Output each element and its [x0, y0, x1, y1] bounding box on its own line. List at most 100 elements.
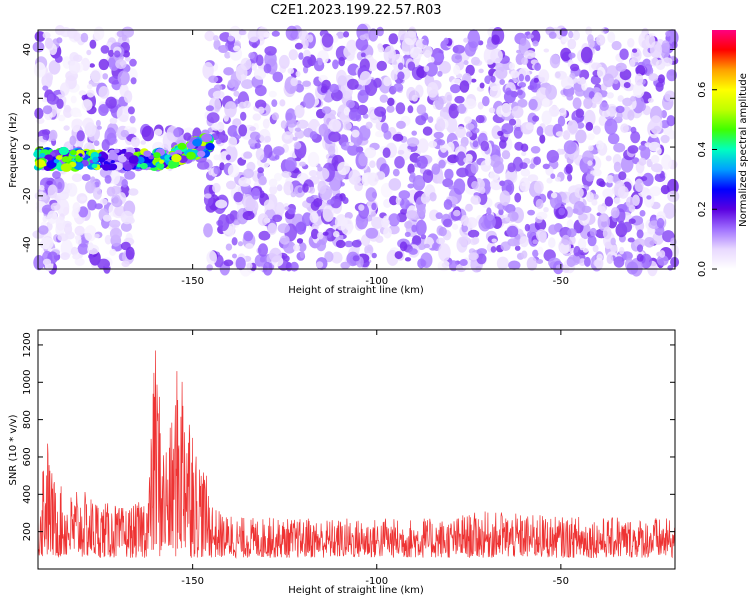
heatmap-cell — [519, 236, 529, 248]
heatmap-cell — [324, 251, 334, 263]
heatmap-cell — [68, 60, 81, 74]
heatmap-cell — [545, 84, 557, 100]
heatmap-cell — [71, 173, 83, 183]
heatmap-cell — [87, 199, 97, 211]
heatmap-cell — [510, 70, 519, 79]
heatmap-cell — [490, 246, 497, 253]
heatmap-cell — [342, 121, 352, 131]
heatmap-cell — [258, 230, 271, 241]
heatmap-cell — [329, 176, 341, 192]
heatmap-cell — [129, 115, 136, 124]
heatmap-cell — [110, 169, 121, 185]
heatmap-cell — [644, 142, 652, 148]
heatmap-cell — [565, 163, 573, 174]
heatmap-cell — [56, 37, 63, 44]
heatmap-cell — [257, 213, 269, 226]
heatmap-cell — [205, 105, 214, 112]
heatmap-cell — [651, 163, 663, 173]
heatmap-cell — [434, 96, 444, 111]
heatmap-cell — [427, 56, 435, 64]
heatmap-cell — [516, 49, 522, 54]
heatmap-cell — [396, 120, 406, 129]
heatmap-cell — [573, 201, 586, 215]
heatmap-cell — [514, 192, 522, 203]
heatmap-cell — [444, 168, 454, 180]
heatmap-cell — [240, 111, 247, 121]
snr-x-axis-label: Height of straight line (km) — [288, 585, 424, 596]
snr-y-tick-label: 600 — [22, 447, 33, 466]
snr-y-axis-label: SNR (10 * v/v) — [8, 414, 19, 485]
heatmap-cell — [79, 196, 86, 202]
heatmap-cell — [55, 216, 66, 231]
heatmap-cell — [619, 246, 625, 255]
heatmap-cell — [109, 227, 123, 240]
heatmap-cell — [646, 158, 653, 168]
heatmap-cell — [72, 54, 83, 63]
heatmap-cell — [93, 140, 100, 147]
heatmap-cell — [232, 253, 237, 259]
heatmap-cell — [235, 256, 246, 271]
heatmap-ridge-cell — [140, 162, 148, 170]
heatmap-cell — [381, 122, 389, 133]
heatmap-cell — [447, 154, 459, 164]
heatmap-cell — [634, 178, 644, 192]
heatmap-cell — [269, 247, 282, 263]
heatmap-cell — [286, 261, 292, 268]
heatmap-cell — [597, 66, 606, 79]
heatmap-cell — [50, 202, 61, 211]
heatmap-cell — [536, 259, 544, 264]
heatmap-cell — [70, 95, 77, 104]
heatmap-cell — [476, 248, 487, 256]
heatmap-cell — [233, 90, 240, 97]
heatmap-cell — [479, 186, 486, 194]
heatmap-cell — [84, 122, 97, 138]
heatmap-cell — [213, 154, 220, 161]
heatmap-cell — [109, 219, 121, 228]
heatmap-cell — [327, 145, 336, 156]
heatmap-cell — [472, 236, 480, 245]
heatmap-cell — [122, 50, 130, 58]
heatmap-cell — [524, 223, 531, 232]
heatmap-cell — [46, 180, 53, 186]
heatmap-cell — [213, 35, 219, 42]
heatmap-cell — [258, 176, 267, 186]
heatmap-ridge-cell — [61, 156, 70, 163]
heatmap-cell — [243, 168, 254, 179]
heatmap-y-tick-label: -40 — [22, 236, 33, 252]
heatmap-cell — [519, 177, 531, 193]
heatmap-cell — [330, 195, 342, 209]
heatmap-cell — [355, 37, 369, 51]
heatmap-cell — [295, 71, 301, 77]
heatmap-cell — [294, 42, 303, 50]
heatmap-cell — [655, 81, 664, 92]
heatmap-cell — [280, 120, 287, 129]
heatmap-cell — [81, 174, 91, 181]
heatmap-cell — [294, 129, 305, 139]
heatmap-cell — [581, 205, 592, 213]
heatmap-cell — [113, 50, 121, 58]
heatmap-cell — [42, 129, 51, 136]
colorbar-label: Normalized spectral amplitude — [738, 73, 749, 227]
heatmap-cell — [456, 167, 469, 178]
heatmap-cell — [223, 67, 235, 76]
heatmap-cell — [371, 191, 377, 199]
heatmap-cell — [575, 108, 584, 118]
heatmap-cell — [484, 214, 496, 230]
heatmap-cell — [271, 112, 279, 121]
heatmap-cell — [226, 180, 236, 190]
heatmap-cell — [623, 82, 631, 89]
heatmap-cell — [299, 250, 305, 259]
heatmap-cell — [141, 125, 155, 142]
heatmap-ridge-cell — [92, 156, 99, 162]
heatmap-cell — [593, 168, 602, 177]
heatmap-cell — [411, 236, 422, 246]
heatmap-cell — [87, 244, 100, 255]
heatmap-cell — [115, 59, 127, 70]
heatmap-cell — [365, 121, 373, 129]
heatmap-cell — [527, 34, 534, 39]
heatmap-cell — [471, 181, 479, 190]
heatmap-cell — [399, 241, 408, 252]
snr-y-ticks: 200 400 600 800 1000 1200 — [22, 332, 675, 541]
heatmap-cell — [493, 160, 504, 174]
heatmap-cell — [392, 133, 404, 142]
